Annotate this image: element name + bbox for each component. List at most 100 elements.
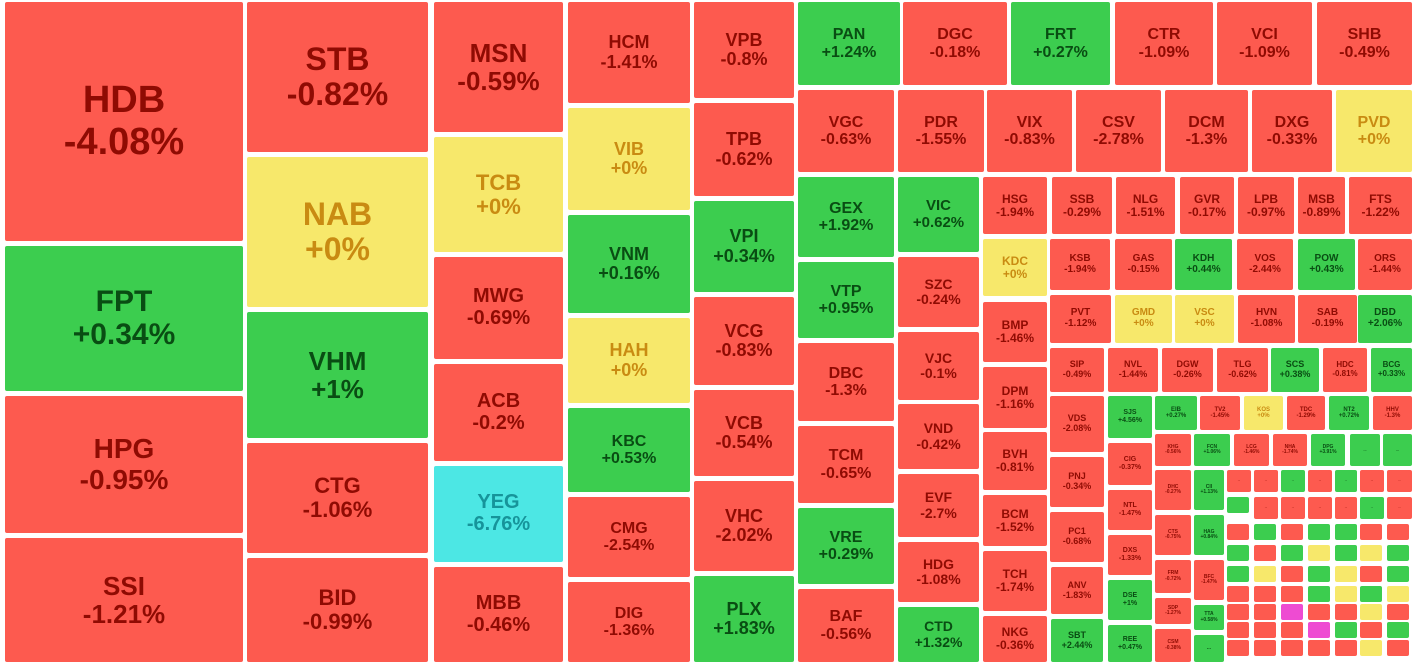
stock-tile[interactable]: HSG -1.94%: [983, 177, 1047, 234]
stock-tile[interactable]: ...: [1360, 497, 1384, 519]
stock-tile[interactable]: DGW -0.26%: [1162, 348, 1213, 392]
mini-stock-tile[interactable]: [1387, 640, 1409, 656]
stock-tile[interactable]: ...: [1254, 497, 1278, 519]
stock-tile[interactable]: ...: [1360, 470, 1384, 492]
stock-tile[interactable]: YEG -6.76%: [434, 466, 563, 562]
stock-tile[interactable]: VPI +0.34%: [694, 201, 794, 292]
mini-stock-tile[interactable]: [1308, 604, 1330, 620]
stock-tile[interactable]: HPG -0.95%: [5, 396, 243, 533]
mini-stock-tile[interactable]: [1254, 604, 1276, 620]
stock-tile[interactable]: HCM -1.41%: [568, 2, 690, 103]
mini-stock-tile[interactable]: [1335, 586, 1357, 602]
mini-stock-tile[interactable]: [1387, 566, 1409, 582]
mini-stock-tile[interactable]: [1281, 622, 1303, 638]
stock-tile[interactable]: KHG -0.56%: [1155, 434, 1191, 466]
stock-tile[interactable]: SBT +2.44%: [1051, 619, 1103, 662]
stock-tile[interactable]: SDP -1.27%: [1155, 598, 1191, 624]
stock-tile[interactable]: TLG -0.62%: [1217, 348, 1268, 392]
stock-tile[interactable]: CII +1.13%: [1194, 470, 1224, 510]
stock-tile[interactable]: VND -0.42%: [898, 404, 979, 469]
stock-tile[interactable]: VIB +0%: [568, 108, 690, 210]
stock-tile[interactable]: ...: [1383, 434, 1412, 466]
stock-tile[interactable]: KDH +0.44%: [1175, 239, 1232, 290]
mini-stock-tile[interactable]: [1308, 524, 1330, 540]
mini-stock-tile[interactable]: [1308, 566, 1330, 582]
mini-stock-tile[interactable]: [1360, 586, 1382, 602]
stock-tile[interactable]: PVT -1.12%: [1050, 295, 1111, 343]
stock-tile[interactable]: SSB -0.29%: [1052, 177, 1112, 234]
stock-tile[interactable]: BVH -0.81%: [983, 432, 1047, 490]
stock-tile[interactable]: HHV -1.3%: [1373, 396, 1412, 430]
stock-tile[interactable]: SSI -1.21%: [5, 538, 243, 662]
stock-tile[interactable]: CSV -2.78%: [1076, 90, 1161, 172]
stock-tile[interactable]: SZC -0.24%: [898, 257, 979, 327]
stock-tile[interactable]: VSC +0%: [1175, 295, 1234, 343]
stock-tile[interactable]: VNM +0.16%: [568, 215, 690, 313]
stock-tile[interactable]: DXG -0.33%: [1252, 90, 1332, 172]
mini-stock-tile[interactable]: [1335, 524, 1357, 540]
stock-tile[interactable]: ...: [1387, 470, 1412, 492]
stock-tile[interactable]: REE +0.47%: [1108, 625, 1152, 662]
stock-tile[interactable]: FTS -1.22%: [1349, 177, 1412, 234]
mini-stock-tile[interactable]: [1227, 497, 1249, 513]
mini-stock-tile[interactable]: [1335, 640, 1357, 656]
mini-stock-tile[interactable]: [1308, 586, 1330, 602]
stock-tile[interactable]: KSB -1.94%: [1050, 239, 1110, 290]
stock-tile[interactable]: DGC -0.18%: [903, 2, 1007, 85]
stock-tile[interactable]: HAH +0%: [568, 318, 690, 403]
mini-stock-tile[interactable]: [1387, 545, 1409, 561]
stock-tile[interactable]: NT2 +0.72%: [1329, 396, 1369, 430]
stock-tile[interactable]: ...: [1227, 470, 1251, 492]
mini-stock-tile[interactable]: [1335, 545, 1357, 561]
stock-tile[interactable]: MBB -0.46%: [434, 567, 563, 662]
stock-tile[interactable]: VOS -2.44%: [1237, 239, 1293, 290]
mini-stock-tile[interactable]: [1387, 604, 1409, 620]
mini-stock-tile[interactable]: [1227, 545, 1249, 561]
stock-tile[interactable]: SIP -0.49%: [1050, 348, 1104, 392]
mini-stock-tile[interactable]: [1308, 622, 1330, 638]
stock-tile[interactable]: ...: [1350, 434, 1380, 466]
stock-tile[interactable]: NVL -1.44%: [1108, 348, 1158, 392]
mini-stock-tile[interactable]: [1227, 586, 1249, 602]
stock-tile[interactable]: HDB -4.08%: [5, 2, 243, 241]
mini-stock-tile[interactable]: [1360, 604, 1382, 620]
mini-stock-tile[interactable]: [1360, 566, 1382, 582]
stock-tile[interactable]: TCB +0%: [434, 137, 563, 252]
stock-tile[interactable]: LPB -0.97%: [1238, 177, 1294, 234]
stock-tile[interactable]: STB -0.82%: [247, 2, 428, 152]
stock-tile[interactable]: ACB -0.2%: [434, 364, 563, 461]
mini-stock-tile[interactable]: [1308, 640, 1330, 656]
stock-tile[interactable]: VRE +0.29%: [798, 508, 894, 584]
stock-tile[interactable]: ...: [1308, 470, 1332, 492]
stock-tile[interactable]: VIX -0.83%: [987, 90, 1072, 172]
stock-tile[interactable]: GEX +1.92%: [798, 177, 894, 257]
stock-tile[interactable]: ...: [1281, 497, 1305, 519]
stock-tile[interactable]: DPG +3.91%: [1311, 434, 1345, 466]
stock-tile[interactable]: SCS +0.38%: [1271, 348, 1319, 392]
stock-tile[interactable]: HVN -1.08%: [1238, 295, 1295, 343]
stock-tile[interactable]: PNJ -0.34%: [1050, 457, 1104, 507]
stock-tile[interactable]: NLG -1.51%: [1116, 177, 1175, 234]
mini-stock-tile[interactable]: [1254, 622, 1276, 638]
mini-stock-tile[interactable]: [1254, 545, 1276, 561]
stock-tile[interactable]: KOS +0%: [1244, 396, 1283, 430]
stock-tile[interactable]: TV2 -1.45%: [1200, 396, 1240, 430]
mini-stock-tile[interactable]: [1227, 640, 1249, 656]
stock-tile[interactable]: FCN +1.06%: [1194, 434, 1230, 466]
mini-stock-tile[interactable]: [1360, 524, 1382, 540]
mini-stock-tile[interactable]: [1254, 586, 1276, 602]
stock-tile[interactable]: CTD +1.32%: [898, 607, 979, 662]
mini-stock-tile[interactable]: [1281, 586, 1303, 602]
stock-tile[interactable]: GVR -0.17%: [1180, 177, 1234, 234]
stock-tile[interactable]: TCM -0.65%: [798, 426, 894, 503]
stock-tile[interactable]: VDS -2.08%: [1050, 396, 1104, 452]
stock-tile[interactable]: VHC -2.02%: [694, 481, 794, 571]
stock-tile[interactable]: HAG +0.84%: [1194, 515, 1224, 555]
stock-tile[interactable]: CMG -2.54%: [568, 497, 690, 577]
stock-tile[interactable]: FPT +0.34%: [5, 246, 243, 391]
mini-stock-tile[interactable]: [1360, 622, 1382, 638]
stock-tile[interactable]: SHB -0.49%: [1317, 2, 1412, 85]
stock-tile[interactable]: ...: [1308, 497, 1332, 519]
stock-tile[interactable]: ANV -1.83%: [1051, 567, 1103, 614]
mini-stock-tile[interactable]: [1387, 586, 1409, 602]
